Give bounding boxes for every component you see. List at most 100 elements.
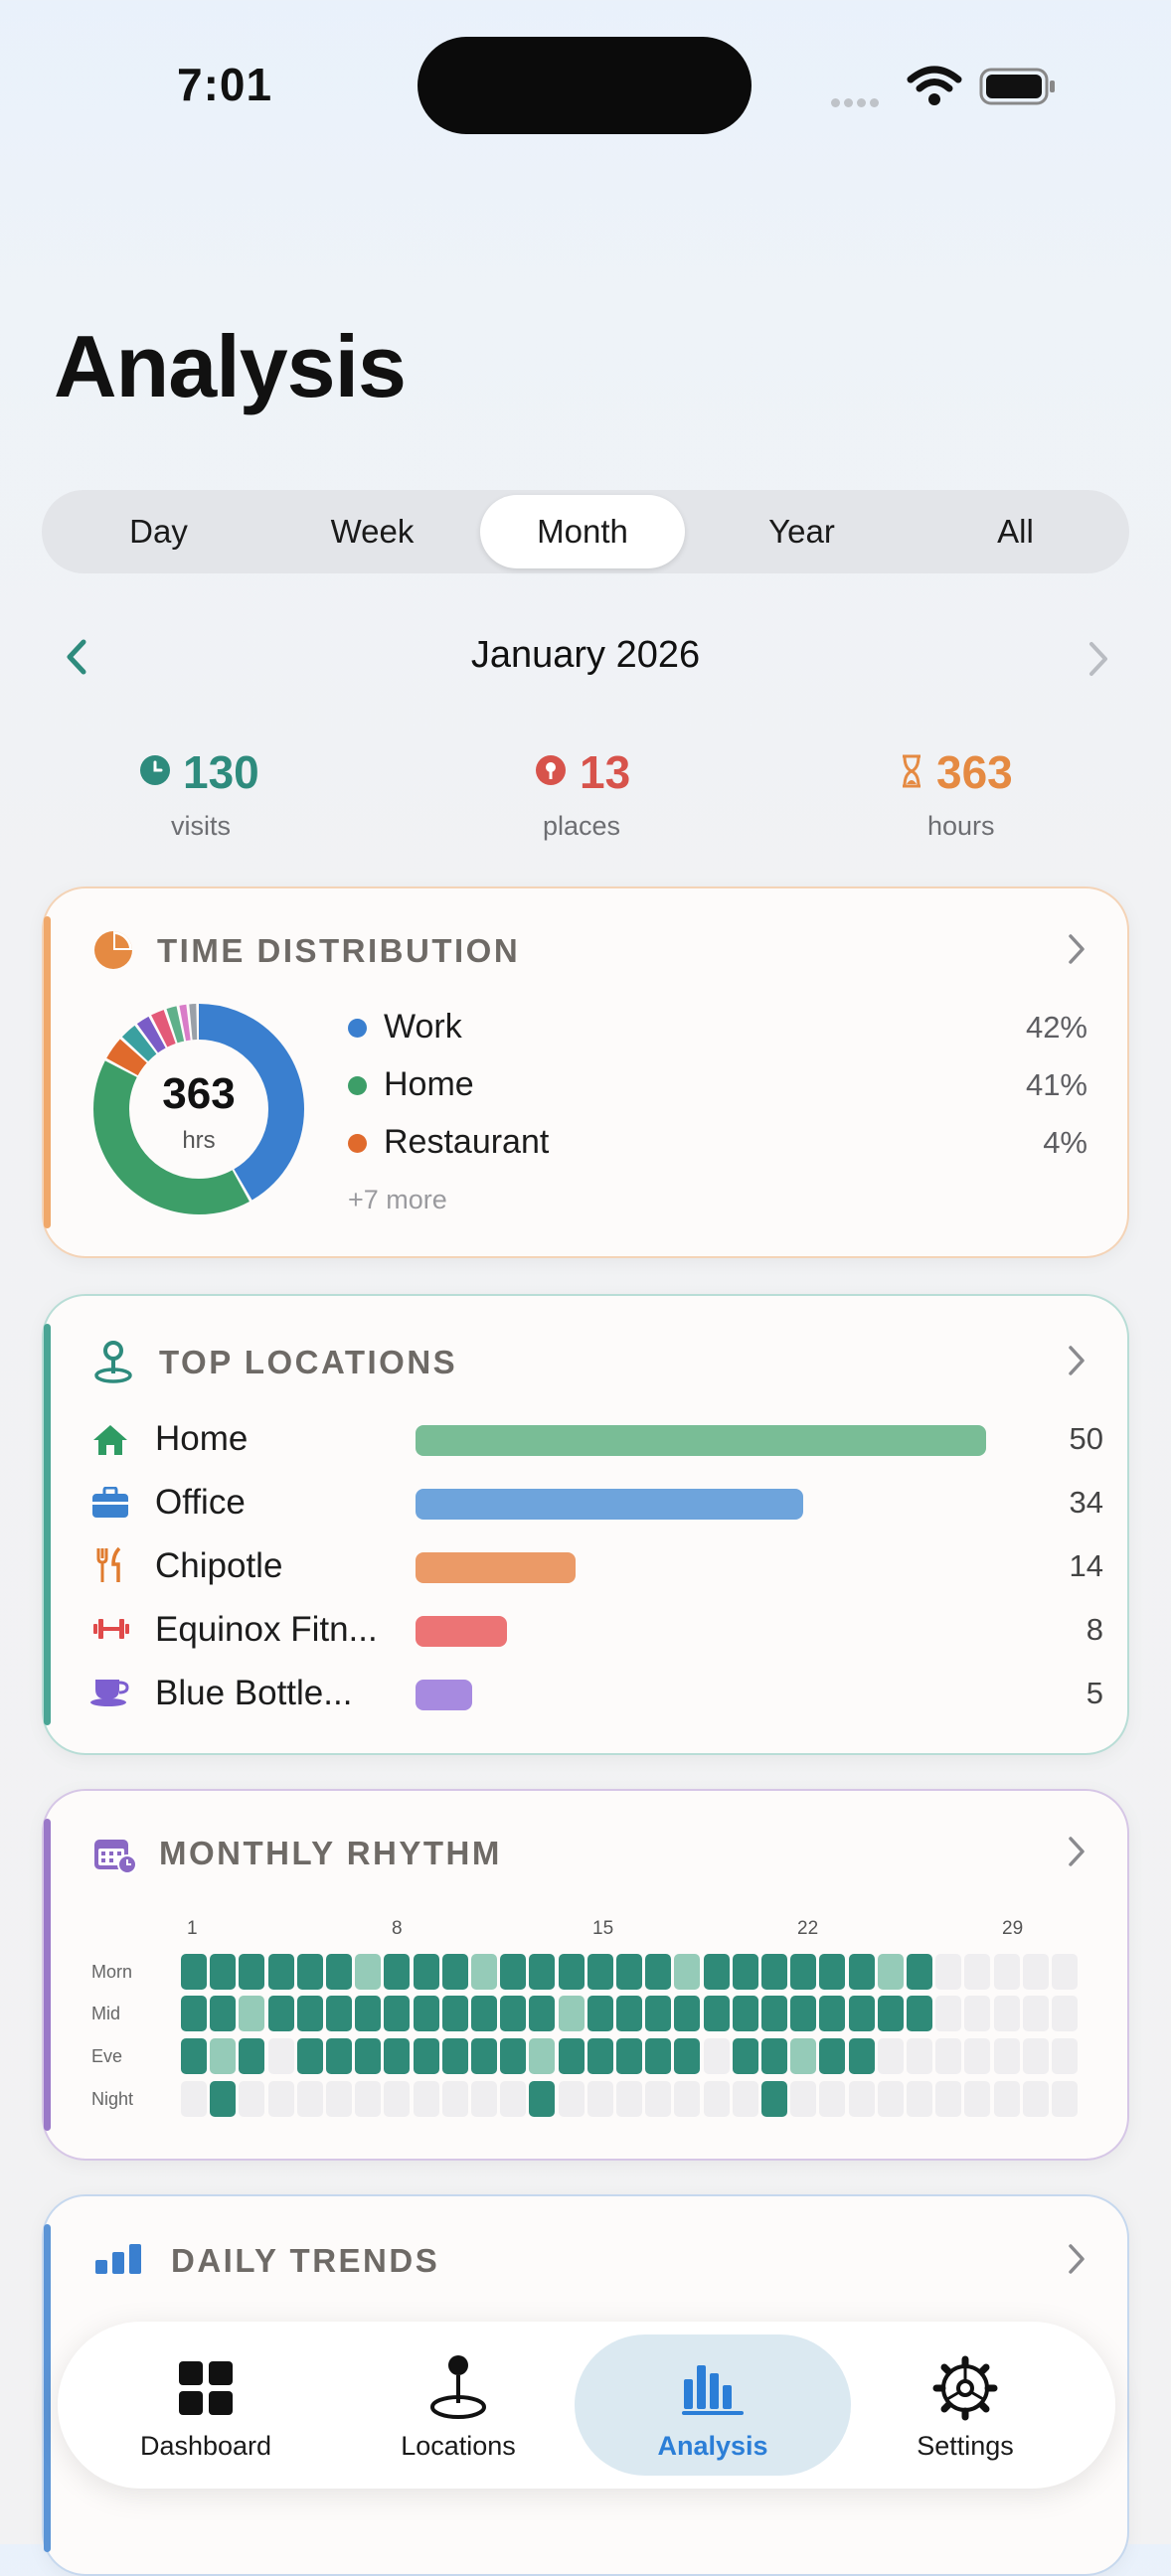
rhythm-cell: [878, 1954, 904, 1990]
more-categories-link[interactable]: +7 more: [348, 1185, 447, 1214]
rhythm-cell: [616, 1954, 642, 1990]
rhythm-cell: [442, 2038, 468, 2074]
location-name[interactable]: Equinox Fitn...: [155, 1610, 378, 1649]
rhythm-cell: [878, 1996, 904, 2031]
segment-month[interactable]: Month: [480, 495, 685, 568]
rhythm-cell: [761, 2038, 787, 2074]
pie-chart-icon: [94, 931, 132, 969]
chevron-right-icon[interactable]: [1066, 1835, 1087, 1868]
rhythm-cell: [384, 1954, 410, 1990]
tab-label: Settings: [917, 2431, 1014, 2461]
rhythm-cell: [849, 1996, 875, 2031]
rhythm-cell: [384, 1996, 410, 2031]
location-name[interactable]: Blue Bottle...: [155, 1674, 353, 1712]
rhythm-cell: [326, 1996, 352, 2031]
segment-all[interactable]: All: [997, 513, 1034, 550]
location-name[interactable]: Chipotle: [155, 1546, 283, 1585]
rhythm-cell: [268, 1954, 294, 1990]
rhythm-cell: [674, 1996, 700, 2031]
card-accent-bar: [44, 916, 51, 1228]
rhythm-cell: [559, 2081, 585, 2117]
rhythm-cell: [500, 1996, 526, 2031]
rhythm-cell: [268, 2081, 294, 2117]
house-icon: [93, 1425, 127, 1455]
chevron-right-icon[interactable]: [1066, 2242, 1087, 2276]
rhythm-cell: [355, 2038, 381, 2074]
legend-dot: [348, 1134, 367, 1153]
cup-icon: [90, 1680, 129, 1706]
rhythm-cell: [964, 1954, 990, 1990]
location-bar: [416, 1425, 986, 1456]
signal-icon: [831, 94, 891, 107]
rhythm-cell: [529, 1996, 555, 2031]
rhythm-cell: [964, 2038, 990, 2074]
segment-year[interactable]: Year: [768, 513, 835, 550]
card-title: MONTHLY RHYTHM: [159, 1835, 502, 1871]
rhythm-cell: [268, 2038, 294, 2074]
location-bar: [416, 1552, 576, 1583]
visits-count: 130: [183, 746, 259, 798]
rhythm-cell: [210, 1954, 236, 1990]
rhythm-cell: [529, 1954, 555, 1990]
tab-settings[interactable]: Settings: [861, 2322, 1070, 2489]
rhythm-cell: [790, 2081, 816, 2117]
card-title: TIME DISTRIBUTION: [157, 932, 521, 969]
rhythm-cell: [239, 1954, 264, 1990]
rhythm-cell: [1052, 1996, 1078, 2031]
top-locations-card[interactable]: TOP LOCATIONS Home 50 Office 34 Chipotle…: [42, 1294, 1129, 1755]
rhythm-cell: [355, 2081, 381, 2117]
location-pin-icon: [430, 2355, 486, 2419]
row-label: Night: [91, 2089, 134, 2109]
monthly-rhythm-card[interactable]: MONTHLY RHYTHM 1 8 15 22 29 Morn Mid Eve…: [42, 1789, 1129, 2161]
location-name[interactable]: Home: [155, 1419, 249, 1458]
card-accent-bar: [44, 1324, 51, 1725]
rhythm-cell: [559, 1954, 585, 1990]
rhythm-cell: [587, 2038, 613, 2074]
segment-week[interactable]: Week: [330, 513, 415, 550]
rhythm-cell: [471, 2081, 497, 2117]
rhythm-cell: [761, 1954, 787, 1990]
status-time: 7:01: [177, 59, 273, 110]
location-name[interactable]: Office: [155, 1483, 246, 1522]
wifi-icon: [907, 66, 962, 105]
card-title: TOP LOCATIONS: [159, 1344, 458, 1380]
rhythm-cell: [500, 1954, 526, 1990]
rhythm-cell: [878, 2081, 904, 2117]
rhythm-cell: [326, 2081, 352, 2117]
rhythm-cell: [790, 2038, 816, 2074]
rhythm-cell: [674, 2038, 700, 2074]
tab-locations[interactable]: Locations: [354, 2322, 563, 2489]
rhythm-cell: [733, 2038, 758, 2074]
rhythm-cell: [355, 1954, 381, 1990]
rhythm-cell: [471, 1954, 497, 1990]
legend-pct-restaurant: 4%: [1043, 1125, 1087, 1160]
rhythm-cell: [559, 2038, 585, 2074]
dynamic-island: [418, 37, 752, 134]
tab-analysis[interactable]: Analysis: [608, 2322, 817, 2489]
rhythm-cell: [616, 1996, 642, 2031]
location-bar: [416, 1616, 507, 1647]
rhythm-cell: [268, 1996, 294, 2031]
segment-day[interactable]: Day: [129, 513, 188, 550]
next-month-button[interactable]: [1084, 638, 1113, 680]
legend-dot: [348, 1076, 367, 1095]
rhythm-cell: [994, 1954, 1020, 1990]
pin-icon: [536, 755, 566, 785]
donut-total: 363: [162, 1069, 236, 1118]
chevron-right-icon[interactable]: [1066, 1344, 1087, 1377]
tab-dashboard[interactable]: Dashboard: [101, 2322, 310, 2489]
rhythm-cell: [819, 1996, 845, 2031]
chevron-right-icon[interactable]: [1066, 932, 1087, 966]
location-count: 5: [1086, 1676, 1103, 1710]
rhythm-cell: [1052, 2038, 1078, 2074]
rhythm-cell: [907, 2081, 932, 2117]
battery-icon: [979, 68, 1055, 105]
rhythm-cell: [849, 2038, 875, 2074]
time-distribution-card[interactable]: TIME DISTRIBUTION 363 hrs Work 42% Home …: [42, 886, 1129, 1258]
previous-month-button[interactable]: [62, 636, 91, 678]
rhythm-cell: [181, 2038, 207, 2074]
rhythm-cell: [414, 2081, 439, 2117]
rhythm-cell: [935, 1954, 961, 1990]
rhythm-cell: [442, 1996, 468, 2031]
rhythm-cell: [210, 2038, 236, 2074]
